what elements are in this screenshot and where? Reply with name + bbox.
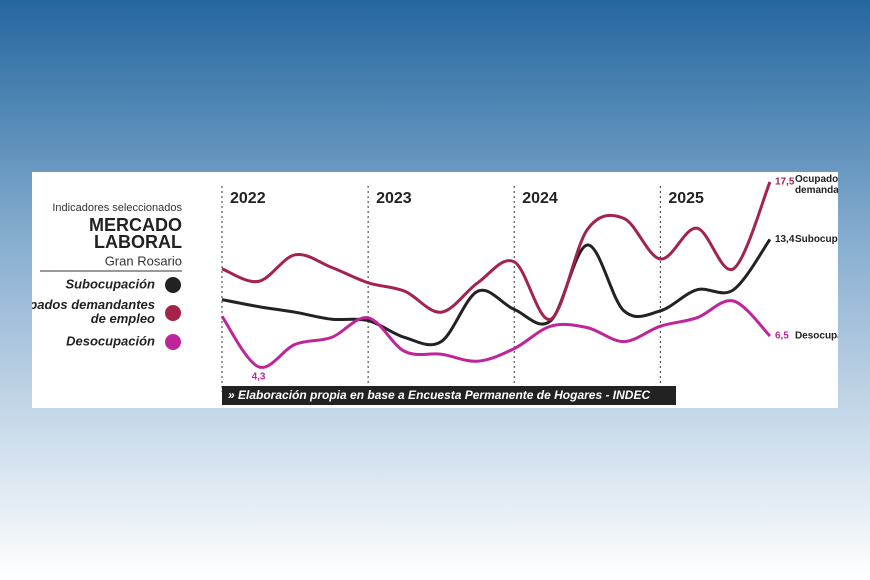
- source-box: [222, 386, 676, 405]
- value-label: 6,5: [775, 331, 789, 342]
- legend-label: Ocupados demandantes de empleo: [4, 297, 155, 326]
- legend-label: Subocupación: [65, 276, 155, 291]
- x-tick-label: 2023: [376, 190, 412, 207]
- kicker: Indicadores seleccionados: [52, 202, 182, 214]
- x-tick-label: 2025: [668, 190, 704, 207]
- legend-marker: [165, 334, 181, 350]
- value-label: 4,3: [252, 371, 266, 382]
- header-subtitle: Gran Rosario: [105, 253, 182, 268]
- end-label: Subocupación: [795, 234, 864, 245]
- end-label: Ocupados demandantes: [795, 174, 860, 196]
- x-tick-label: 2024: [522, 190, 558, 207]
- legend-label: Desocupación: [66, 333, 155, 348]
- header-title: MERCADO LABORAL: [89, 215, 182, 252]
- legend-marker: [165, 277, 181, 293]
- series-line: [220, 299, 772, 369]
- source: » Elaboración propia en base a Encuesta …: [228, 388, 650, 402]
- value-label: 17,5: [775, 177, 795, 188]
- value-label: 13,4: [775, 234, 795, 245]
- x-tick-label: 2022: [230, 190, 266, 207]
- series-line: [221, 181, 772, 321]
- end-label: Desocupación: [795, 331, 863, 342]
- legend-marker: [165, 305, 181, 321]
- series-line: [221, 238, 772, 347]
